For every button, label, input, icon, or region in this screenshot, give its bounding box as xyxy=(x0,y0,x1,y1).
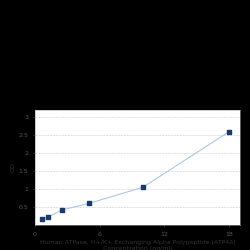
Point xyxy=(87,202,91,205)
Point xyxy=(141,185,145,189)
Point xyxy=(46,215,50,219)
Point xyxy=(60,208,64,212)
Y-axis label: OD: OD xyxy=(10,162,16,172)
X-axis label: Human ATPase, H+/K+ Exchanging Alpha Polypeptide (ATP4A)
Concentration (ng/ml): Human ATPase, H+/K+ Exchanging Alpha Pol… xyxy=(40,240,235,250)
Point xyxy=(40,218,44,222)
Point xyxy=(227,130,231,134)
